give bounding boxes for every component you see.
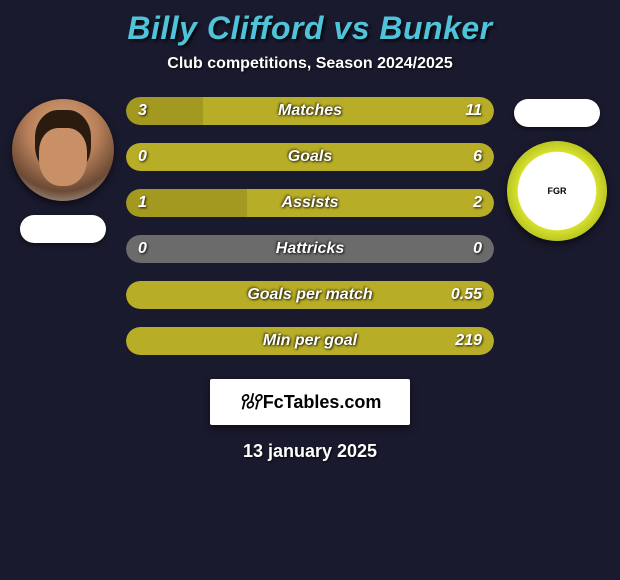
club-badge: FGR [507,141,607,241]
stat-value-left: 3 [138,102,147,120]
stat-value-right: 0 [473,240,482,258]
comparison-card: Billy Clifford vs Bunker Club competitio… [0,0,620,462]
stat-bar: Goals per match 0.55 [126,281,494,309]
site-badge[interactable]: ⫯⫰⫯ FcTables.com [210,379,410,425]
stat-value-left: 0 [138,148,147,166]
stat-bar: Min per goal 219 [126,327,494,355]
chart-icon: ⫯⫰⫯ [239,391,259,414]
stat-label: Matches [278,102,342,120]
page-title: Billy Clifford vs Bunker [8,10,612,47]
stat-bar: 3 Matches 11 [126,97,494,125]
stat-label: Goals [288,148,332,166]
bar-right-fill [203,97,494,125]
stat-bar: 0 Hattricks 0 [126,235,494,263]
snapshot-date: 13 january 2025 [8,441,612,462]
stat-value-right: 2 [473,194,482,212]
stats-column: 3 Matches 11 0 Goals 6 1 Assists 2 0 Hattricks 0 Goa… [126,93,494,355]
stat-label: Min per goal [263,332,357,350]
season-subtitle: Club competitions, Season 2024/2025 [8,55,612,73]
stat-value-left: 0 [138,240,147,258]
right-player-column: FGR [502,93,612,241]
stat-bar: 0 Goals 6 [126,143,494,171]
player-avatar [12,99,114,201]
stat-label: Goals per match [247,286,372,304]
stat-value-right: 6 [473,148,482,166]
stat-bar: 1 Assists 2 [126,189,494,217]
stat-value-left: 1 [138,194,147,212]
right-flag-pill [514,99,600,127]
left-flag-pill [20,215,106,243]
stat-value-right: 219 [455,332,482,350]
main-row: 3 Matches 11 0 Goals 6 1 Assists 2 0 Hattricks 0 Goa… [8,93,612,355]
stat-label: Assists [282,194,339,212]
club-badge-text: FGR [548,187,567,196]
stat-value-right: 11 [465,102,482,120]
stat-value-right: 0.55 [451,286,482,304]
stat-label: Hattricks [276,240,344,258]
site-name: FcTables.com [263,392,382,413]
left-player-column [8,93,118,243]
